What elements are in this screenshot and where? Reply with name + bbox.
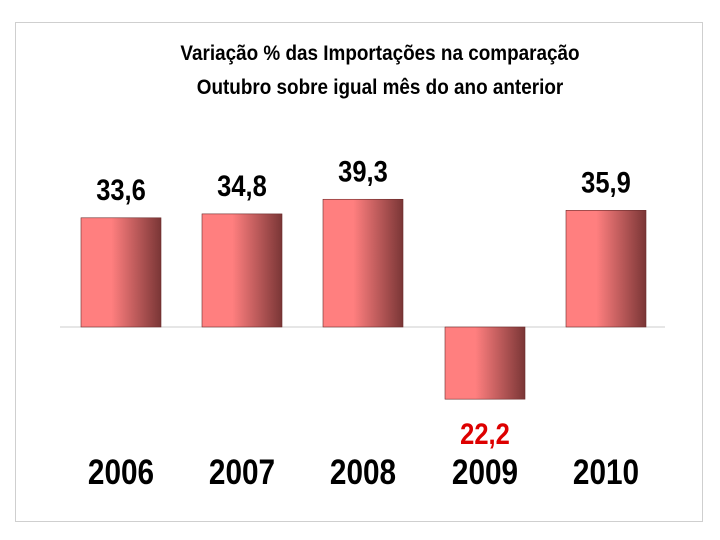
value-label-2010: 35,9: [581, 165, 631, 198]
bar-2006: [80, 217, 162, 328]
category-label-2009: 2009: [452, 453, 518, 492]
category-label-2006: 2006: [88, 453, 154, 492]
value-label-2006: 33,6: [96, 173, 146, 206]
bar-2009: [444, 326, 526, 400]
category-label-2008: 2008: [330, 453, 396, 492]
bar-2010: [565, 210, 647, 328]
value-label-2007: 34,8: [217, 169, 267, 202]
category-label-2010: 2010: [573, 453, 639, 492]
value-label-2009: 22,2: [460, 417, 510, 450]
chart-title-line-2: Outubro sobre igual mês do ano anterior: [196, 76, 564, 99]
chart-frame: [15, 22, 703, 522]
bar-2007: [201, 213, 283, 328]
chart-title-line-1: Variação % das Importações na comparação: [180, 42, 580, 65]
value-label-2008: 39,3: [338, 154, 388, 187]
bar-2008: [322, 198, 404, 328]
category-label-2007: 2007: [209, 453, 275, 492]
